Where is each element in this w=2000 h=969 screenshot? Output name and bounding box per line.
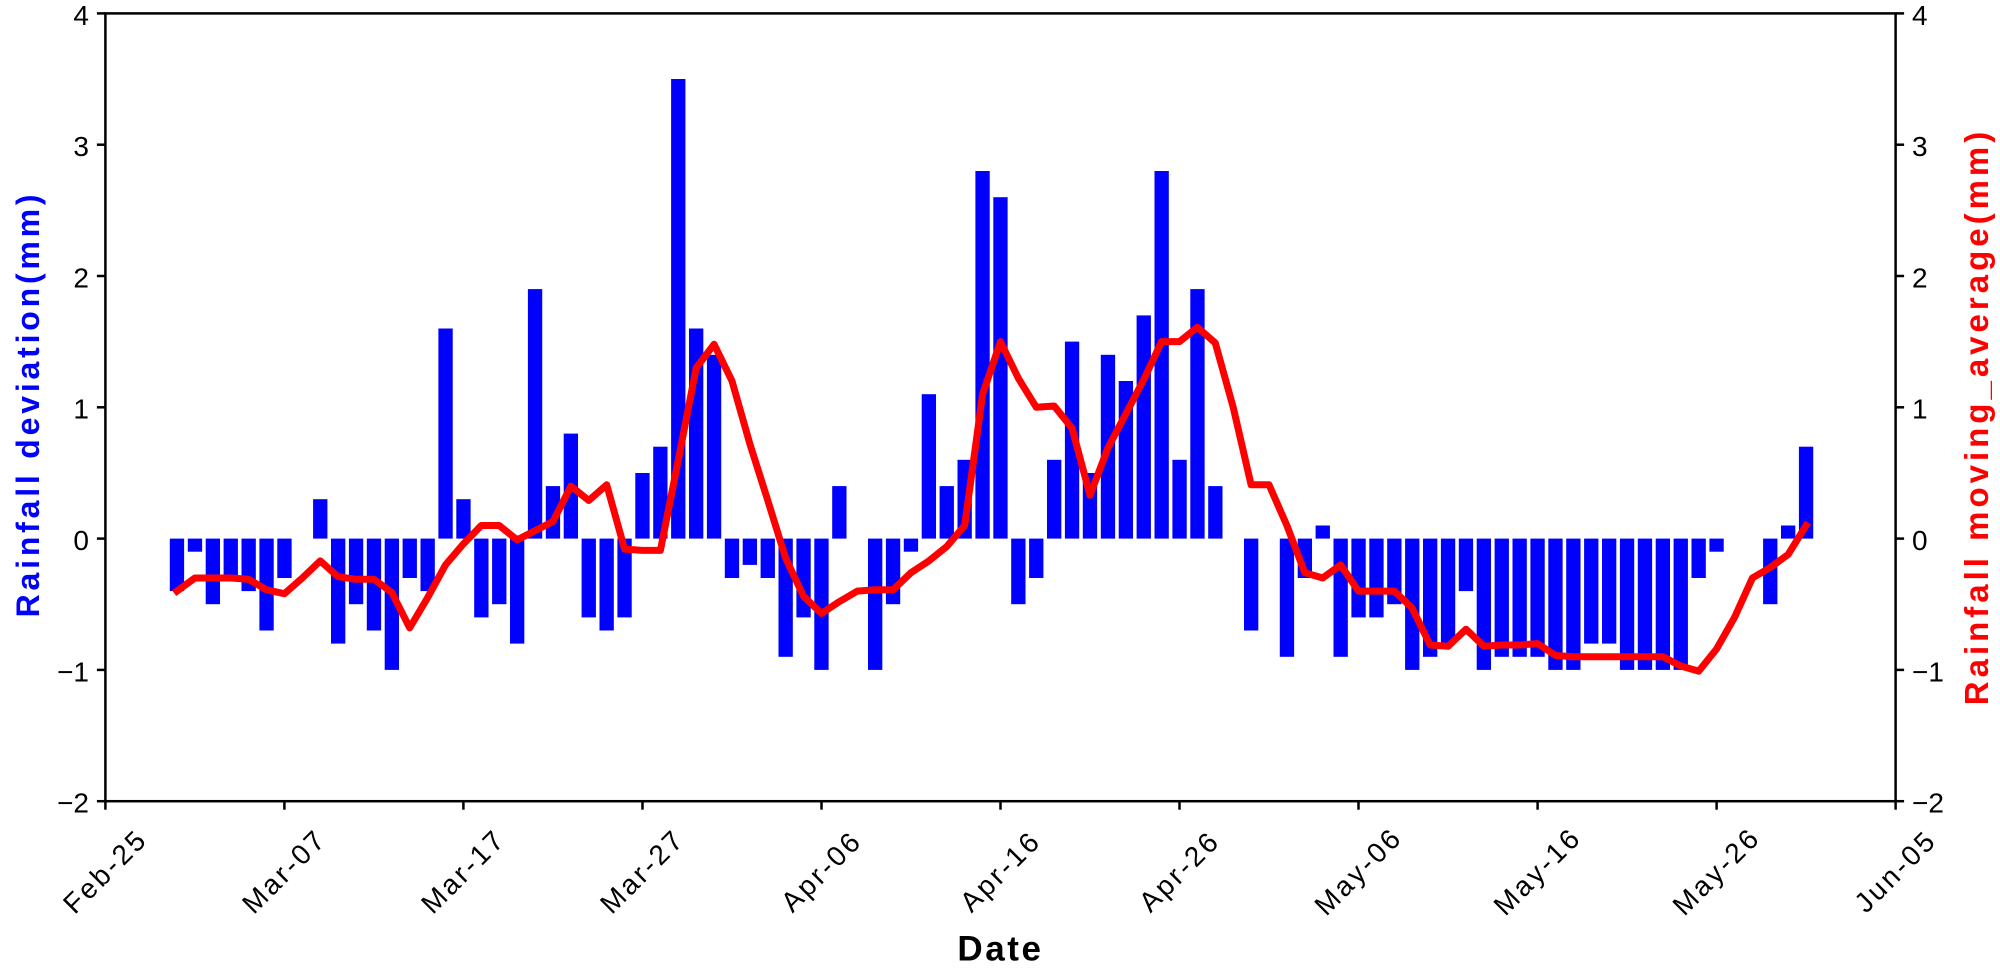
svg-text:3: 3 [1912, 131, 1928, 162]
svg-text:4: 4 [73, 0, 89, 31]
svg-text:2: 2 [1912, 262, 1928, 293]
svg-text:3: 3 [73, 131, 89, 162]
svg-text:−1: −1 [57, 656, 89, 687]
svg-text:2: 2 [73, 262, 89, 293]
svg-text:Date: Date [957, 930, 1043, 969]
svg-text:−2: −2 [1912, 788, 1944, 819]
svg-text:0: 0 [73, 525, 89, 556]
svg-text:Rainfall deviation(mm): Rainfall deviation(mm) [10, 191, 46, 618]
svg-text:Rainfall moving_average(mm): Rainfall moving_average(mm) [1958, 128, 1995, 705]
svg-text:1: 1 [1912, 394, 1928, 425]
svg-text:0: 0 [1912, 525, 1928, 556]
svg-text:4: 4 [1912, 0, 1928, 31]
svg-text:−2: −2 [57, 788, 89, 819]
svg-text:−1: −1 [1912, 656, 1944, 687]
svg-text:1: 1 [73, 394, 89, 425]
